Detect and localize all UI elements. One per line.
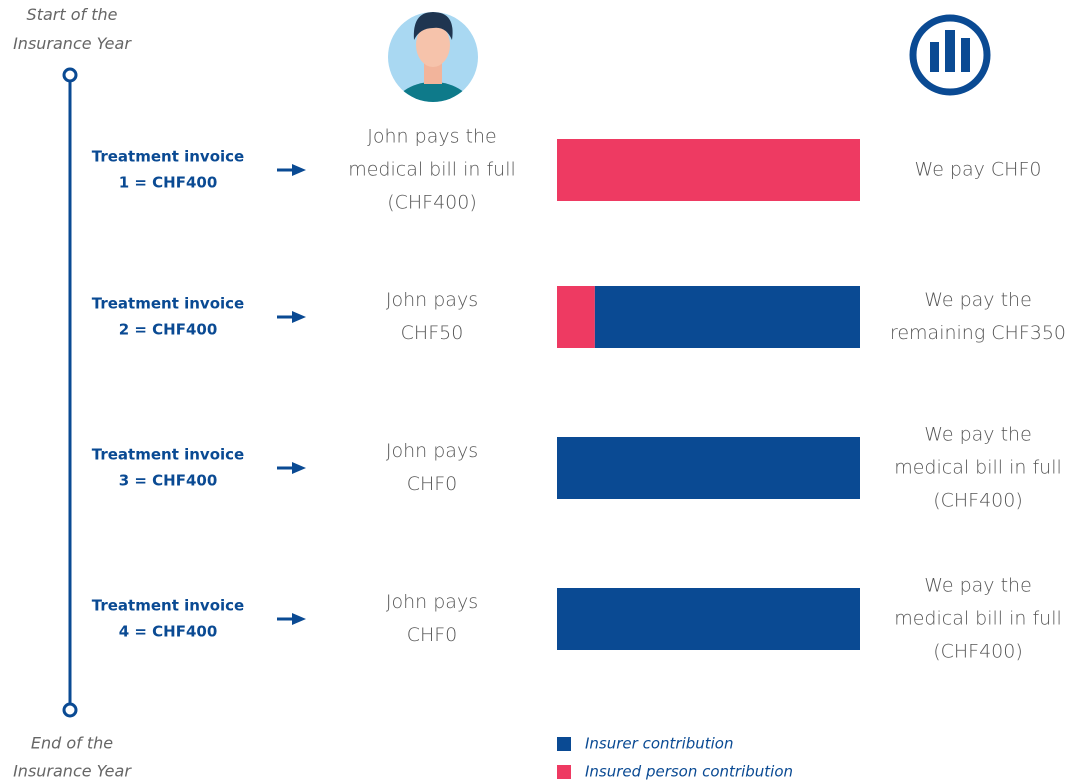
bar-segment bbox=[557, 437, 860, 499]
invoice-label: Treatment invoice bbox=[92, 597, 244, 615]
insurer-text: We pay CHF0 bbox=[915, 159, 1042, 181]
start-label: Start of the bbox=[27, 5, 118, 24]
john-text: John pays bbox=[386, 440, 478, 462]
bar-segment bbox=[595, 286, 860, 348]
arrow-head bbox=[292, 311, 306, 323]
bar-segment bbox=[557, 588, 860, 650]
john-text: CHF0 bbox=[407, 473, 458, 495]
start-label: Insurance Year bbox=[13, 34, 132, 53]
invoice-label: Treatment invoice bbox=[92, 148, 244, 166]
legend-label: Insured person contribution bbox=[585, 763, 793, 781]
bar-segment bbox=[557, 139, 860, 201]
john-text: CHF50 bbox=[401, 322, 464, 344]
invoice-label: Treatment invoice bbox=[92, 446, 244, 464]
legend-swatch bbox=[557, 765, 571, 779]
arrow-head bbox=[292, 613, 306, 625]
arrow-head bbox=[292, 164, 306, 176]
insurer-text: We pay the bbox=[924, 289, 1032, 311]
arrow-head bbox=[292, 462, 306, 474]
john-text: John pays the bbox=[367, 126, 496, 148]
end-label: End of the bbox=[31, 734, 113, 753]
insurer-logo bbox=[913, 18, 987, 92]
legend-label: Insurer contribution bbox=[585, 735, 734, 753]
john-text: medical bill in full bbox=[348, 159, 516, 181]
insurer-text: We pay the bbox=[924, 575, 1032, 597]
bar-segment bbox=[557, 286, 595, 348]
insurer-text: (CHF400) bbox=[933, 490, 1023, 512]
end-label: Insurance Year bbox=[13, 762, 132, 781]
insurer-text: medical bill in full bbox=[894, 457, 1062, 479]
invoice-label: 4 = CHF400 bbox=[119, 623, 218, 641]
legend-swatch bbox=[557, 737, 571, 751]
timeline-end bbox=[64, 704, 76, 716]
insurer-text: (CHF400) bbox=[933, 641, 1023, 663]
john-text: John pays bbox=[386, 591, 478, 613]
invoice-label: 1 = CHF400 bbox=[119, 174, 218, 192]
john-text: CHF0 bbox=[407, 624, 458, 646]
john-text: (CHF400) bbox=[387, 192, 477, 214]
insurer-text: remaining CHF350 bbox=[890, 322, 1066, 344]
insurer-text: We pay the bbox=[924, 424, 1032, 446]
john-text: John pays bbox=[386, 289, 478, 311]
invoice-label: 3 = CHF400 bbox=[119, 472, 218, 490]
invoice-label: 2 = CHF400 bbox=[119, 321, 218, 339]
avatar bbox=[388, 12, 478, 138]
timeline-start bbox=[64, 69, 76, 81]
insurer-text: medical bill in full bbox=[894, 608, 1062, 630]
diagram: Start of the Insurance Year End of the Insu… bbox=[0, 0, 1088, 782]
invoice-label: Treatment invoice bbox=[92, 295, 244, 313]
